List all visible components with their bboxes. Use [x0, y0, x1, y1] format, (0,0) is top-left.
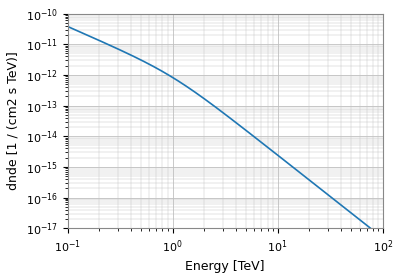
X-axis label: Energy [TeV]: Energy [TeV]	[186, 260, 265, 273]
Y-axis label: dnde [1 / (cm2 s TeV)]: dnde [1 / (cm2 s TeV)]	[7, 52, 20, 190]
